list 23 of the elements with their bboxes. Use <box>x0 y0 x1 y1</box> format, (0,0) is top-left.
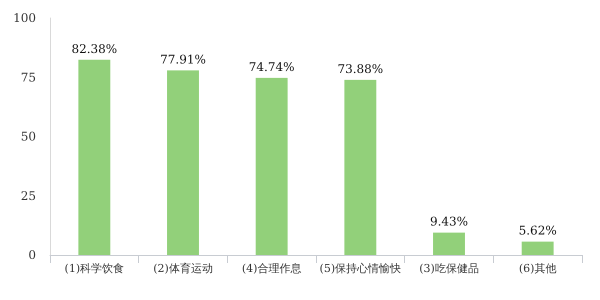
y-tick-label: 0 <box>28 248 36 262</box>
data-label: 73.88% <box>337 62 384 76</box>
y-tick-label: 25 <box>20 188 36 203</box>
x-tick-label: (5)保持心情愉快 <box>320 262 402 275</box>
y-tick-label: 75 <box>20 70 36 84</box>
bar <box>78 60 110 255</box>
y-tick-label: 100 <box>13 11 36 25</box>
bar <box>256 78 288 255</box>
data-label: 77.91% <box>160 52 206 66</box>
data-label: 74.74% <box>248 60 295 74</box>
data-label: 82.38% <box>71 42 118 56</box>
y-tick-label: 50 <box>20 130 36 144</box>
bar <box>167 70 199 255</box>
x-tick-label: (3)吃保健品 <box>419 262 479 275</box>
bar <box>344 80 376 255</box>
x-tick-label: (4)合理作息 <box>242 262 302 275</box>
bar <box>522 242 554 255</box>
x-tick-label: (1)科学饮食 <box>64 262 124 275</box>
x-tick-label: (2)体育运动 <box>153 262 213 275</box>
bar <box>433 232 465 255</box>
data-label: 9.43% <box>430 214 468 229</box>
data-label: 5.62% <box>518 224 557 238</box>
x-tick-label: (6)其他 <box>518 262 556 275</box>
